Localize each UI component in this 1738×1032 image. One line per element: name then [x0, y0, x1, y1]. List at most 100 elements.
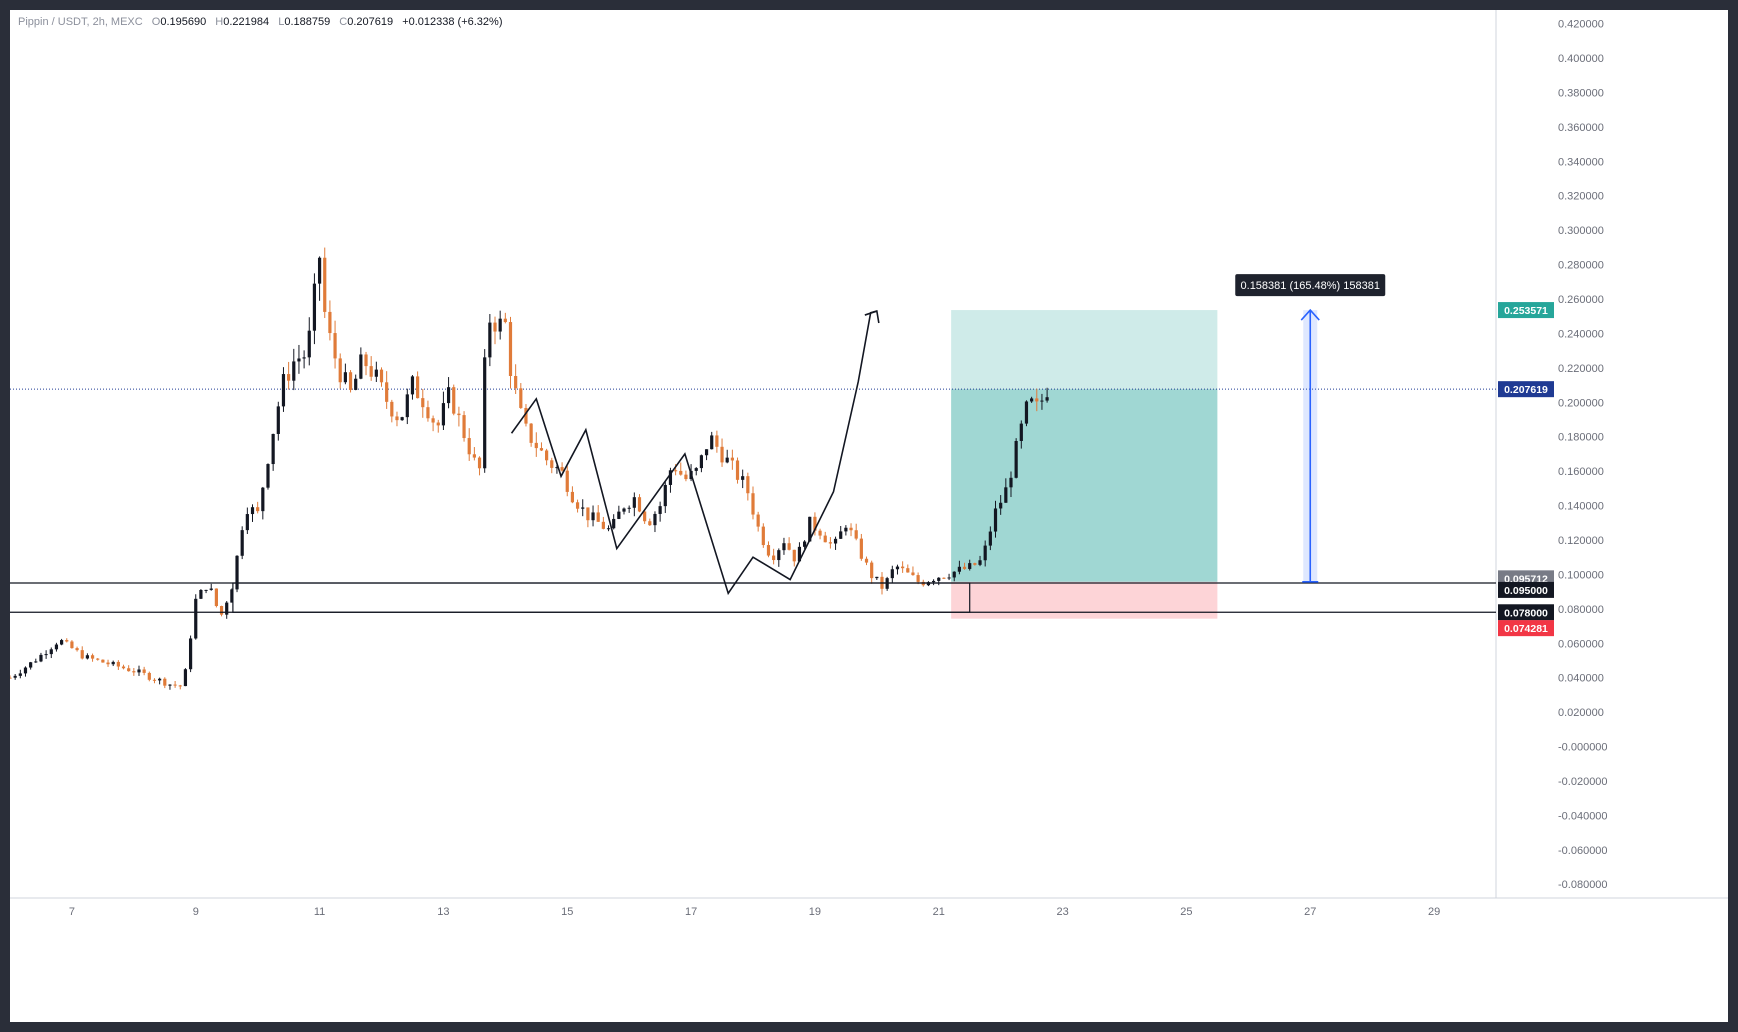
- candle-body: [287, 374, 291, 381]
- x-tick-label: 11: [314, 906, 325, 918]
- x-tick-label: 7: [69, 906, 75, 918]
- range-box: [232, 582, 971, 613]
- price-scale[interactable]: [1496, 10, 1728, 1022]
- candle-body: [911, 572, 915, 576]
- price-chart[interactable]: 0.158381 (165.48%) 158381 0.420000 0.4000…: [10, 10, 1728, 1022]
- y-tick-label: 0.160000: [1558, 466, 1604, 478]
- candle-body: [39, 654, 43, 662]
- candle-body: [400, 417, 404, 421]
- candle-body: [560, 467, 564, 471]
- candle-body: [668, 470, 673, 485]
- level-1-price-tag-box: [1498, 581, 1554, 598]
- candle-body: [194, 598, 198, 639]
- y-tick-label: 0.200000: [1558, 397, 1604, 409]
- x-tick-label: 19: [809, 906, 821, 918]
- pattern-path: [510, 310, 878, 596]
- candle-body: [792, 549, 796, 562]
- candle-body: [1030, 398, 1034, 402]
- y-tick-label: 0.100000: [1558, 569, 1604, 581]
- symbol-name: Pippin / USDT, 2h, MEXC: [18, 16, 143, 28]
- candle-body: [18, 673, 22, 676]
- candle-body: [565, 470, 569, 492]
- candle-body: [1014, 440, 1018, 478]
- candle-body: [534, 442, 538, 449]
- candle-body: [436, 422, 440, 426]
- target-price-tag-box: [1498, 302, 1554, 319]
- candle-body: [968, 563, 972, 569]
- candle-body: [219, 606, 224, 615]
- candle-body: [643, 511, 647, 522]
- candle-body: [467, 438, 471, 455]
- candle-body: [962, 566, 967, 569]
- candle-body: [715, 435, 719, 447]
- y-tick-label: 0.320000: [1558, 191, 1604, 203]
- candle-body: [44, 654, 48, 656]
- candle-body: [1004, 487, 1008, 503]
- candle-body: [333, 333, 337, 359]
- candle-body: [75, 648, 79, 651]
- candle-body: [596, 512, 600, 522]
- y-tick-label: -0.000000: [1558, 742, 1608, 754]
- candle-body: [782, 543, 786, 551]
- candle-body: [632, 497, 636, 508]
- y-tick-label: 0.360000: [1558, 122, 1604, 134]
- candle-body: [1045, 397, 1049, 401]
- candle-body: [472, 454, 476, 458]
- candle-body: [529, 423, 533, 443]
- x-tick-label: 25: [1180, 906, 1192, 918]
- candle-body: [586, 507, 590, 521]
- candle-body: [101, 659, 105, 663]
- candle-body: [266, 464, 270, 488]
- high-value: 0.221984: [223, 16, 270, 28]
- candle-body: [849, 527, 853, 531]
- y-tick-label: 0.420000: [1558, 19, 1604, 31]
- candle-body: [679, 470, 683, 475]
- candle-body: [168, 684, 172, 686]
- current-price-tag: 0.207619: [1504, 384, 1548, 396]
- close-label: C: [339, 16, 348, 28]
- candle-body: [338, 358, 342, 383]
- candle-body: [648, 521, 652, 526]
- candle-body: [85, 655, 89, 659]
- candle-body: [937, 577, 941, 581]
- position-zones[interactable]: [10, 310, 1496, 619]
- candle-body: [483, 357, 487, 469]
- candle-body: [245, 514, 249, 531]
- x-tick-label: 15: [561, 906, 573, 918]
- candle-body: [653, 513, 657, 526]
- candle-body: [844, 527, 848, 532]
- candle-body: [704, 449, 709, 456]
- candle-body: [926, 582, 931, 586]
- candle-body: [772, 555, 776, 561]
- candle-body: [617, 511, 621, 519]
- x-tick-label: 21: [933, 906, 945, 918]
- candle-body: [710, 435, 714, 450]
- candle-body: [818, 530, 822, 536]
- y-tick-label: 0.020000: [1558, 707, 1604, 719]
- candle-body: [214, 588, 218, 607]
- candle-body: [70, 641, 74, 649]
- candle-body: [895, 566, 900, 570]
- y-tick-label: 0.120000: [1558, 535, 1604, 547]
- candle-body: [317, 257, 322, 284]
- candle-body: [901, 566, 905, 569]
- candle-body: [514, 376, 518, 389]
- drawings[interactable]: 0.158381 (165.48%) 158381: [10, 274, 1496, 613]
- x-tick-label: 29: [1428, 906, 1440, 918]
- x-tick-label: 17: [685, 906, 697, 918]
- symbol-legend[interactable]: Pippin / USDT, 2h, MEXC O0.195690 H0.221…: [18, 16, 503, 28]
- x-tick-label: 9: [193, 906, 199, 918]
- candle-body: [111, 661, 115, 665]
- candle-body: [493, 322, 497, 332]
- candle-body: [725, 457, 729, 463]
- candle-body: [307, 330, 311, 358]
- candle-body: [1009, 477, 1013, 488]
- y-tick-label: -0.020000: [1558, 776, 1608, 788]
- candle-body: [385, 382, 389, 402]
- measure-label: 0.158381 (165.48%) 158381: [1241, 280, 1380, 292]
- candle-body: [34, 661, 38, 663]
- pattern-arrowhead: [864, 309, 880, 324]
- candle-body: [204, 589, 208, 591]
- candle-body: [870, 562, 874, 579]
- y-tick-label: -0.040000: [1558, 810, 1608, 822]
